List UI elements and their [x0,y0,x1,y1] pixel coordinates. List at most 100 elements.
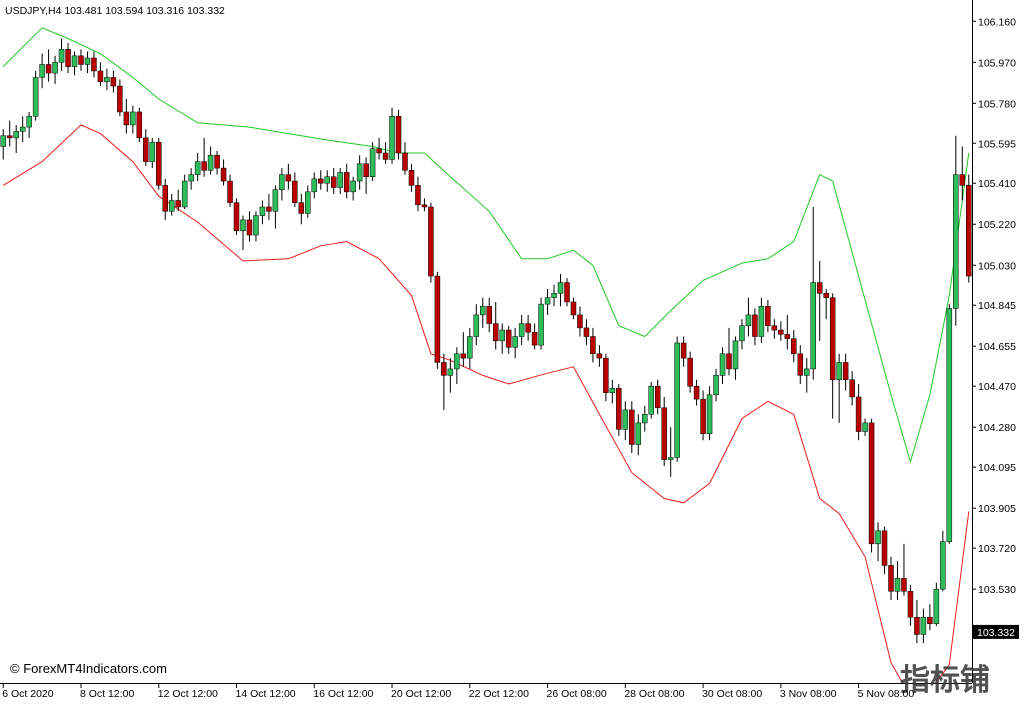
candle-body [181,180,188,208]
candle-body [642,414,648,424]
candle-body [732,340,739,370]
candle-body [324,176,330,184]
corner-watermark: 指标铺 [900,664,990,697]
candle-body [616,388,622,430]
candle-body [356,163,363,182]
candle-body [168,200,175,212]
candle-body [428,206,434,277]
candle-body [97,70,104,82]
x-tick-label: 20 Oct 12:00 [391,688,451,700]
watermark: © ForexMT4Indicators.com [10,661,167,676]
candle-body [842,362,849,380]
candle-body [836,362,842,380]
candle-body [894,578,901,592]
y-tick-label: 104.095 [978,462,1016,474]
candle-body [700,398,706,434]
candle-body [667,457,674,460]
candle-body [149,141,156,162]
candle-body [253,215,259,236]
candle-body [901,578,907,592]
candle-body [337,172,343,188]
candle-body [810,282,816,370]
candle-body [104,77,110,82]
candle-body [240,219,246,231]
candle-body [629,409,635,445]
candle-body [609,388,616,393]
candle-body [538,303,544,346]
candle-body [454,353,460,370]
y-tick-label: 105.970 [978,57,1016,69]
chart-title: USDJPY,H4 103.481 103.594 103.316 103.33… [5,5,225,17]
candle-body [577,314,583,329]
y-tick-label: 103.530 [978,584,1016,596]
candle-body [557,282,564,294]
candle-body [596,353,603,359]
candle-body [272,189,279,212]
candle-body [6,135,13,139]
candle-body [65,49,71,67]
candle-body [745,314,752,326]
x-tick-label: 16 Oct 12:00 [313,688,373,700]
candle-body [927,616,933,624]
candle-body [525,323,531,333]
candle-body [91,57,97,72]
candle-body [292,180,298,203]
candle-body [402,152,408,171]
plot-area [0,27,972,683]
candle-body [953,174,959,309]
candle-body [829,297,836,380]
current-price-box [973,624,1019,639]
current-price-label: 103.332 [977,627,1015,639]
candle-body [395,116,402,154]
candle-body [227,180,233,203]
candle-body [39,64,45,78]
candle-body [797,353,804,376]
candle-body [0,135,6,147]
candle-body [881,530,888,566]
candle-body [544,297,551,305]
candle-body [369,148,376,177]
candle-body [933,588,940,624]
candle-body [246,219,253,236]
x-tick-label: 30 Oct 08:00 [702,688,762,700]
candle-body [674,342,680,458]
candle-body [499,329,505,342]
candle-body [791,338,797,355]
x-tick-label: 14 Oct 12:00 [236,688,296,700]
candle-body [480,306,486,316]
y-tick-label: 105.220 [978,219,1016,231]
candle-body [434,275,441,363]
candle-body [816,282,823,294]
candle-body [84,57,91,65]
candle-body [862,422,868,432]
candle-body [888,565,894,592]
y-tick-label: 104.280 [978,422,1016,434]
candle-body [136,111,143,139]
candle-body [279,174,285,190]
candle-body [71,55,78,67]
candle-body [26,116,32,128]
candle-body [739,325,745,342]
candle-body [467,336,473,359]
candle-body [298,202,305,214]
candle-body [201,161,207,171]
y-tick-label: 104.655 [978,341,1016,353]
candle-body [343,172,350,193]
candle-body [52,62,58,74]
x-tick-label: 6 Oct 2020 [2,688,54,700]
candle-body [680,342,687,359]
upper-band [2,27,970,464]
candle-body [920,616,927,635]
candle-body [194,161,201,175]
x-tick-label: 28 Oct 08:00 [624,688,684,700]
y-tick-label: 104.845 [978,300,1016,312]
candle-body [719,353,726,376]
y-tick-label: 105.780 [978,98,1016,110]
candle-body [726,353,732,370]
candle-body [771,325,778,331]
candle-body [123,111,130,126]
candle-body [706,394,713,434]
candle-body [220,167,227,182]
